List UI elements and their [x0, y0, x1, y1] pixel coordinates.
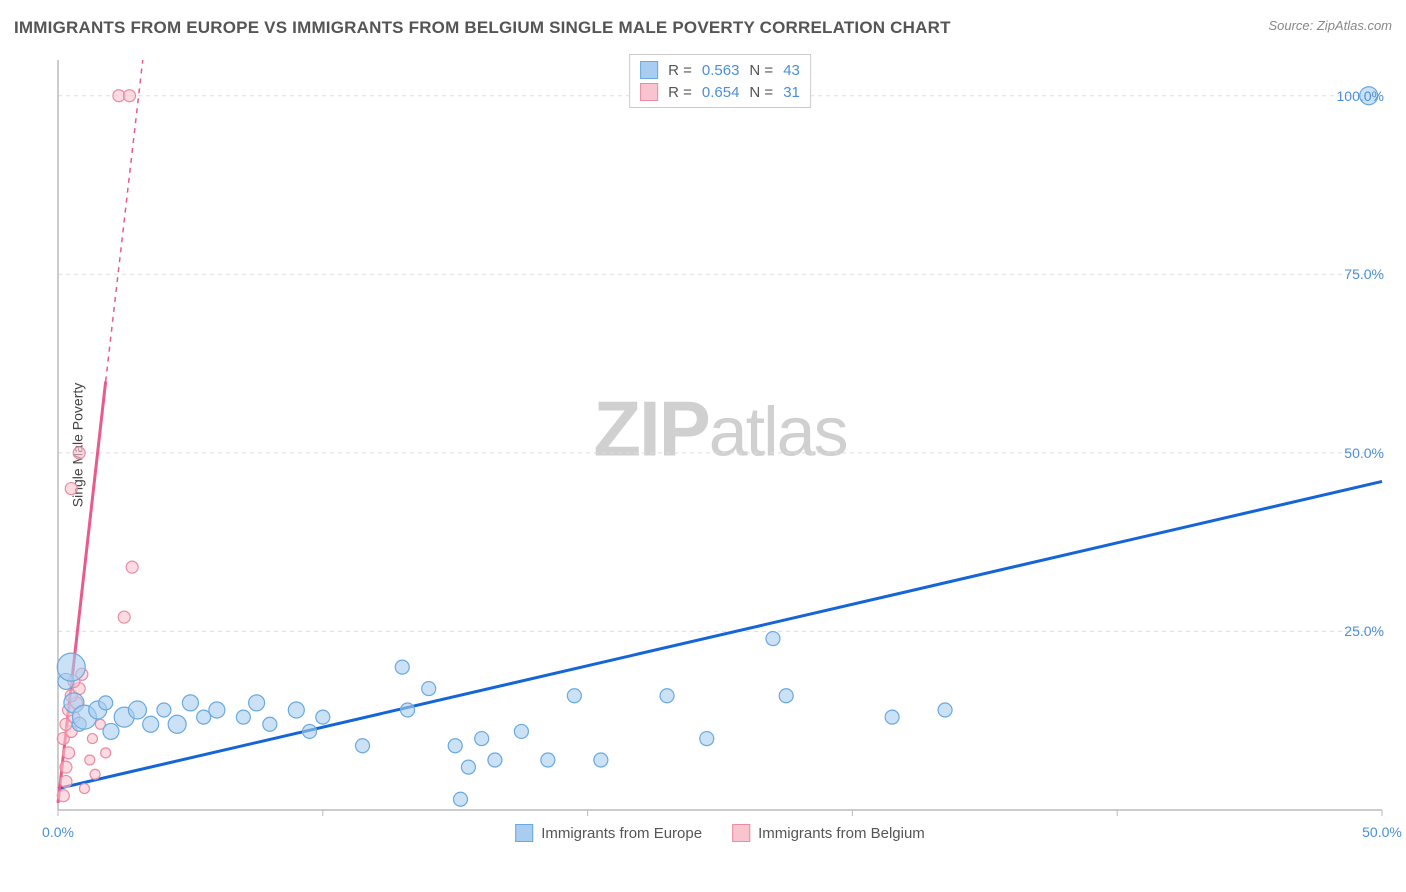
- swatch-belgium: [640, 83, 658, 101]
- r-label-1: R =: [668, 84, 692, 101]
- n-label-0: N =: [749, 62, 773, 79]
- r-value-1[interactable]: 0.654: [702, 84, 740, 101]
- legend-row-belgium: R = 0.654 N = 31: [640, 81, 800, 103]
- y-tick-label: 75.0%: [1344, 266, 1384, 282]
- n-value-0[interactable]: 43: [783, 62, 800, 79]
- chart-title: IMMIGRANTS FROM EUROPE VS IMMIGRANTS FRO…: [14, 18, 951, 38]
- x-tick-label: 50.0%: [1362, 824, 1402, 840]
- y-tick-label: 25.0%: [1344, 623, 1384, 639]
- legend-item-belgium: Immigrants from Belgium: [732, 824, 925, 842]
- y-tick-label: 50.0%: [1344, 445, 1384, 461]
- legend-label-europe: Immigrants from Europe: [541, 825, 702, 842]
- n-value-1[interactable]: 31: [783, 84, 800, 101]
- legend-label-belgium: Immigrants from Belgium: [758, 825, 925, 842]
- source-attribution: Source: ZipAtlas.com: [1268, 18, 1392, 33]
- r-value-0[interactable]: 0.563: [702, 62, 740, 79]
- x-tick-label: 0.0%: [42, 824, 74, 840]
- scatter-plot: [50, 50, 1390, 840]
- swatch-belgium-bottom: [732, 824, 750, 842]
- series-legend: Immigrants from Europe Immigrants from B…: [515, 824, 925, 842]
- swatch-europe: [640, 61, 658, 79]
- correlation-legend: R = 0.563 N = 43 R = 0.654 N = 31: [629, 54, 811, 108]
- y-tick-label: 100.0%: [1337, 88, 1384, 104]
- legend-item-europe: Immigrants from Europe: [515, 824, 702, 842]
- chart-area: Single Male Poverty ZIPatlas R = 0.563 N…: [50, 50, 1390, 840]
- n-label-1: N =: [749, 84, 773, 101]
- legend-row-europe: R = 0.563 N = 43: [640, 59, 800, 81]
- r-label-0: R =: [668, 62, 692, 79]
- swatch-europe-bottom: [515, 824, 533, 842]
